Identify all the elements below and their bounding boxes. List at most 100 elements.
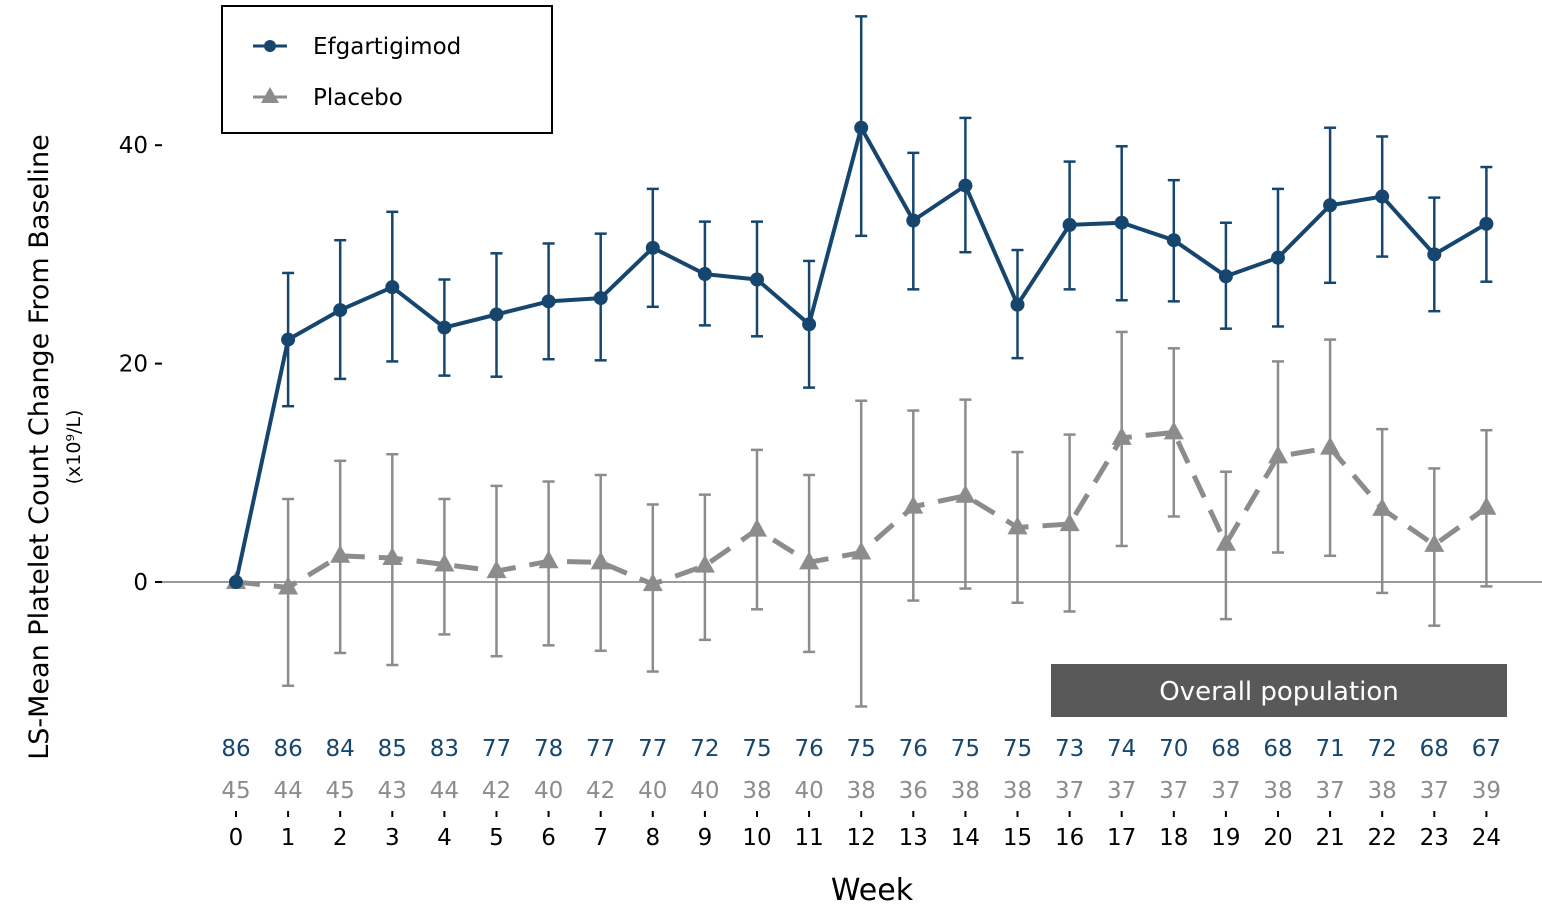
at-risk-count: 68 — [1211, 736, 1240, 762]
data-point — [851, 541, 872, 560]
x-tick-label: 16 — [1055, 825, 1084, 851]
legend-marker-placebo — [261, 87, 279, 103]
data-point — [1007, 516, 1028, 535]
x-tick-label: 4 — [437, 825, 452, 851]
at-risk-count: 76 — [899, 736, 928, 762]
at-risk-count: 67 — [1472, 736, 1501, 762]
at-risk-count: 77 — [586, 736, 615, 762]
y-axis-title: LS-Mean Platelet Count Change From Basel… — [24, 134, 55, 760]
data-point — [1320, 436, 1341, 455]
x-tick-label: 5 — [489, 825, 504, 851]
series-placebo — [226, 330, 1497, 708]
data-point — [229, 575, 243, 589]
data-point — [1111, 426, 1132, 445]
y-tick-label: 40 — [119, 133, 148, 159]
data-point — [799, 551, 820, 570]
at-risk-count: 75 — [951, 736, 980, 762]
data-point — [385, 280, 400, 295]
at-risk-count: 68 — [1263, 736, 1292, 762]
data-point — [486, 560, 507, 579]
data-point — [1163, 421, 1184, 440]
annotation-box — [1051, 664, 1507, 717]
data-point — [1114, 215, 1129, 230]
y-axis-unit: (x10⁹/L) — [63, 410, 85, 485]
x-tick-label: 14 — [951, 825, 980, 851]
data-point — [642, 573, 663, 592]
data-point — [1059, 513, 1080, 532]
at-risk-count: 38 — [1368, 778, 1397, 804]
at-risk-count: 74 — [1107, 736, 1136, 762]
data-point — [278, 576, 299, 595]
data-point — [434, 553, 455, 572]
annotation-label: Overall population — [1159, 677, 1399, 707]
at-risk-count: 76 — [794, 736, 823, 762]
at-risk-count: 37 — [1315, 778, 1344, 804]
x-tick-label: 0 — [229, 825, 244, 851]
legend-label-efgartigimod: Efgartigimod — [313, 34, 461, 60]
at-risk-count: 86 — [273, 736, 302, 762]
data-point — [1268, 445, 1288, 464]
data-point — [1476, 496, 1497, 515]
legend-marker-efgartigimod — [264, 40, 276, 52]
data-point — [1479, 216, 1494, 231]
at-risk-count: 38 — [847, 778, 876, 804]
at-risk-count: 42 — [482, 778, 511, 804]
x-tick-label: 23 — [1420, 825, 1449, 851]
data-point — [333, 303, 348, 318]
data-point — [1215, 532, 1236, 551]
data-point — [281, 332, 296, 347]
data-point — [747, 518, 767, 537]
data-point — [1062, 217, 1077, 232]
at-risk-count: 40 — [690, 778, 719, 804]
at-risk-count: 40 — [794, 778, 823, 804]
data-point — [1424, 533, 1445, 552]
axes-group: 0 20 40 — [119, 133, 1542, 596]
legend-box — [221, 5, 553, 134]
series-efgartigimod — [229, 15, 1494, 589]
x-tick-label: 17 — [1107, 825, 1136, 851]
at-risk-count: 37 — [1107, 778, 1136, 804]
x-tick-label: 24 — [1472, 825, 1501, 851]
at-risk-count: 38 — [742, 778, 771, 804]
at-risk-count: 84 — [326, 736, 355, 762]
at-risk-count: 40 — [638, 778, 667, 804]
at-risk-count: 83 — [430, 736, 459, 762]
data-point — [854, 120, 869, 135]
at-risk-count: 38 — [951, 778, 980, 804]
at-risk-count: 36 — [899, 778, 928, 804]
data-point — [593, 291, 608, 306]
data-point — [906, 213, 921, 228]
data-point — [645, 240, 660, 255]
data-point — [382, 546, 403, 565]
data-point — [489, 307, 504, 322]
x-tick-label: 9 — [698, 825, 713, 851]
data-point — [1372, 497, 1393, 516]
at-risk-count: 72 — [1368, 736, 1397, 762]
at-risk-count: 75 — [1003, 736, 1032, 762]
legend: Efgartigimod Placebo — [221, 5, 553, 134]
at-risk-count: 44 — [430, 778, 459, 804]
at-risk-count: 39 — [1472, 778, 1501, 804]
data-point — [802, 317, 817, 332]
at-risk-count: 73 — [1055, 736, 1084, 762]
data-point — [1218, 269, 1233, 284]
x-tick-label: 22 — [1368, 825, 1397, 851]
data-point — [330, 544, 351, 563]
at-risk-count: 42 — [586, 778, 615, 804]
data-point — [1010, 297, 1025, 312]
data-point — [958, 178, 973, 193]
legend-label-placebo: Placebo — [313, 85, 403, 111]
at-risk-count: 38 — [1003, 778, 1032, 804]
x-tick-label: 13 — [899, 825, 928, 851]
x-tick-label: 1 — [281, 825, 296, 851]
at-risk-count: 37 — [1055, 778, 1084, 804]
data-point — [538, 550, 559, 569]
data-point — [903, 495, 924, 514]
at-risk-count: 70 — [1159, 736, 1188, 762]
at-risk-count: 68 — [1420, 736, 1449, 762]
at-risk-count: 40 — [534, 778, 563, 804]
x-tick-label: 6 — [541, 825, 556, 851]
x-tick-label: 3 — [385, 825, 400, 851]
